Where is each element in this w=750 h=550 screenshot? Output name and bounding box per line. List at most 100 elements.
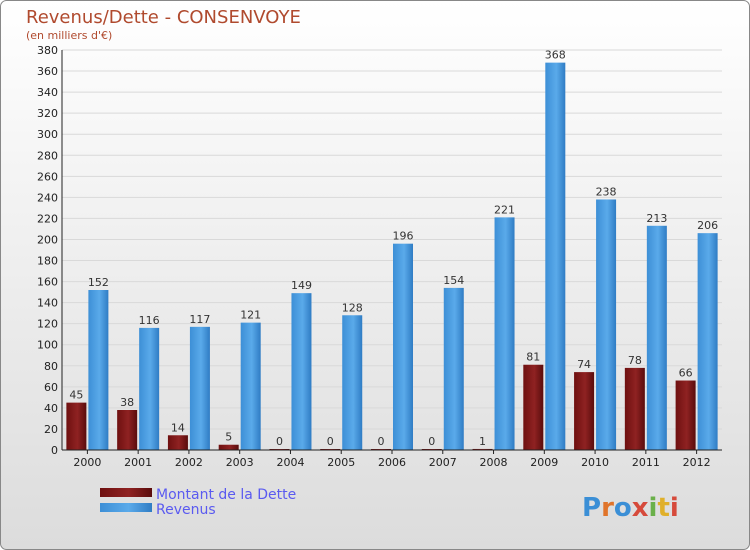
data-label: 128 bbox=[342, 301, 363, 314]
data-label: 154 bbox=[443, 274, 464, 287]
y-tick-label: 240 bbox=[37, 191, 58, 204]
bar-revenus bbox=[393, 243, 413, 450]
bar-revenus bbox=[494, 217, 515, 450]
data-label: 117 bbox=[189, 313, 210, 326]
chart-subtitle: (en milliers d'€) bbox=[26, 29, 112, 42]
bar-dette bbox=[624, 367, 645, 450]
bar-revenus bbox=[139, 327, 160, 450]
data-label: 5 bbox=[225, 431, 232, 444]
x-tick-label: 2001 bbox=[124, 456, 152, 469]
y-tick-label: 320 bbox=[37, 107, 58, 120]
bar-revenus bbox=[697, 233, 718, 450]
x-tick-label: 2000 bbox=[73, 456, 101, 469]
data-label: 45 bbox=[69, 389, 83, 402]
data-label: 221 bbox=[494, 203, 515, 216]
legend-swatch-revenus bbox=[100, 503, 152, 512]
data-label: 74 bbox=[577, 358, 591, 371]
legend-label-revenus: Revenus bbox=[156, 502, 216, 518]
data-label: 213 bbox=[646, 212, 667, 225]
bar-revenus bbox=[291, 293, 312, 450]
bar-dette bbox=[675, 380, 696, 450]
data-label: 0 bbox=[327, 435, 334, 448]
logo-letter: o bbox=[614, 493, 632, 523]
bar-dette bbox=[472, 448, 493, 450]
bar-dette bbox=[523, 364, 544, 450]
y-tick-label: 200 bbox=[37, 233, 58, 246]
data-label: 38 bbox=[120, 396, 134, 409]
x-tick-label: 2006 bbox=[378, 456, 406, 469]
y-tick-label: 20 bbox=[44, 423, 58, 436]
logo-letter: P bbox=[582, 493, 601, 523]
x-tick-label: 2004 bbox=[276, 456, 304, 469]
logo-letter: x bbox=[632, 493, 649, 523]
bar-dette bbox=[574, 372, 595, 450]
bar-dette bbox=[117, 410, 138, 450]
legend-swatch-dette bbox=[100, 488, 152, 497]
data-label: 0 bbox=[378, 435, 385, 448]
y-tick-label: 140 bbox=[37, 297, 58, 310]
value-labels: 45 152 38 116 14 117 5 121 0 149 0 128 0 196 0 154 1 221 8… bbox=[69, 49, 718, 448]
bar-revenus bbox=[596, 199, 617, 450]
data-label: 78 bbox=[628, 354, 642, 367]
x-tick-label: 2010 bbox=[581, 456, 609, 469]
bar-dette bbox=[167, 435, 188, 450]
logo-letter: t bbox=[657, 493, 669, 523]
y-tick-label: 40 bbox=[44, 402, 58, 415]
data-label: 196 bbox=[393, 230, 414, 243]
bar-revenus bbox=[545, 62, 566, 450]
y-axis-ticks: 0 20 40 60 80 100 120 140 160 180 200 220 240 260 280 3… bbox=[37, 44, 58, 457]
y-tick-label: 340 bbox=[37, 86, 58, 99]
x-tick-label: 2008 bbox=[480, 456, 508, 469]
y-tick-label: 380 bbox=[37, 44, 58, 57]
y-tick-label: 0 bbox=[51, 444, 58, 457]
y-tick-label: 60 bbox=[44, 381, 58, 394]
data-label: 152 bbox=[88, 276, 109, 289]
bar-revenus bbox=[189, 326, 210, 450]
x-tick-label: 2012 bbox=[683, 456, 711, 469]
data-label: 206 bbox=[697, 219, 718, 232]
data-label: 66 bbox=[679, 367, 693, 380]
data-label: 81 bbox=[526, 351, 540, 364]
bars bbox=[66, 62, 718, 450]
bar-revenus bbox=[443, 287, 464, 450]
y-tick-label: 80 bbox=[44, 360, 58, 373]
bar-revenus bbox=[88, 290, 109, 450]
data-label: 238 bbox=[596, 185, 617, 198]
x-tick-label: 2003 bbox=[226, 456, 254, 469]
x-tick-label: 2005 bbox=[327, 456, 355, 469]
data-label: 1 bbox=[479, 435, 486, 448]
y-tick-label: 260 bbox=[37, 170, 58, 183]
x-tick-label: 2011 bbox=[632, 456, 660, 469]
data-label: 0 bbox=[428, 435, 435, 448]
y-tick-label: 120 bbox=[37, 318, 58, 331]
data-label: 14 bbox=[171, 421, 185, 434]
bar-dette bbox=[218, 444, 239, 450]
y-tick-label: 160 bbox=[37, 276, 58, 289]
data-label: 121 bbox=[240, 309, 261, 322]
logo-letter: r bbox=[601, 493, 614, 523]
bar-dette bbox=[66, 402, 87, 450]
x-tick-label: 2002 bbox=[175, 456, 203, 469]
proxiti-logo: Proxiti bbox=[582, 493, 679, 523]
x-tick-label: 2007 bbox=[429, 456, 457, 469]
bar-revenus bbox=[646, 225, 667, 450]
bar-revenus bbox=[342, 315, 363, 450]
x-axis-ticks: 2000 2001 2002 2003 2004 2005 2006 2007 2008 2009… bbox=[73, 450, 711, 469]
data-label: 368 bbox=[545, 49, 566, 62]
legend: Montant de la Dette Revenus bbox=[100, 487, 296, 518]
y-tick-label: 180 bbox=[37, 255, 58, 268]
bar-revenus bbox=[240, 322, 261, 450]
chart-title: Revenus/Dette - CONSENVOYE bbox=[26, 7, 301, 28]
y-tick-label: 280 bbox=[37, 149, 58, 162]
y-tick-label: 360 bbox=[37, 65, 58, 78]
data-label: 0 bbox=[276, 435, 283, 448]
y-tick-label: 300 bbox=[37, 128, 58, 141]
logo-letter: i bbox=[649, 493, 658, 523]
data-label: 149 bbox=[291, 279, 312, 292]
y-tick-label: 100 bbox=[37, 339, 58, 352]
data-label: 116 bbox=[139, 314, 160, 327]
logo-letter: i bbox=[670, 493, 679, 523]
legend-label-dette: Montant de la Dette bbox=[156, 487, 296, 503]
y-tick-label: 220 bbox=[37, 212, 58, 225]
